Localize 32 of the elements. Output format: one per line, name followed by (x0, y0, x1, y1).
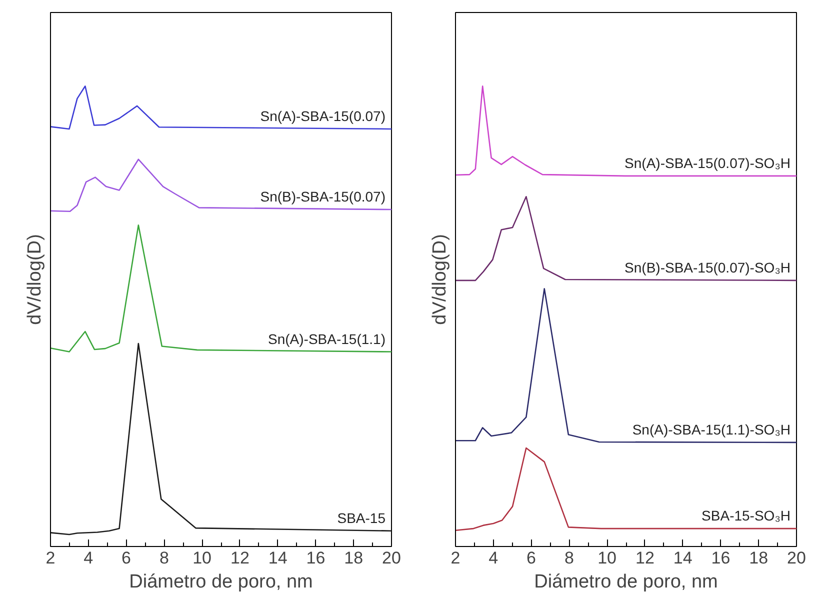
series-label: Sn(B)-SBA-15(0.07)-SO₃H (624, 259, 791, 276)
x-tick-label: 16 (306, 548, 326, 568)
series-label: Sn(A)-SBA-15(1.1) (268, 330, 386, 347)
x-tick-label: 10 (598, 548, 617, 568)
x-tick-label: 8 (564, 548, 574, 568)
x-tick-label: 2 (450, 548, 460, 568)
series-label: Sn(B)-SBA-15(0.07) (260, 188, 386, 205)
series-label: Sn(A)-SBA-15(0.07)-SO₃H (624, 154, 791, 171)
x-tick-label: 18 (344, 548, 364, 568)
x-tick-label: 6 (526, 548, 536, 568)
series-label: Sn(A)-SBA-15(1.1)-SO₃H (632, 421, 791, 438)
x-tick-label: 4 (84, 548, 94, 568)
x-tick-label: 2 (46, 548, 56, 568)
x-axis-title: Diámetro de poro, nm (129, 572, 313, 592)
series-label: Sn(A)-SBA-15(0.07) (260, 108, 386, 124)
x-tick-label: 20 (382, 548, 401, 568)
x-tick-label: 14 (673, 548, 692, 568)
x-tick-label: 12 (635, 548, 654, 568)
x-tick-label: 6 (122, 548, 132, 568)
x-tick-label: 14 (268, 548, 288, 568)
y-axis-title: dV/dlog(D) (430, 234, 450, 325)
x-tick-label: 8 (159, 548, 169, 568)
x-tick-label: 20 (787, 548, 806, 568)
x-tick-label: 10 (192, 548, 212, 568)
x-tick-label: 4 (488, 548, 498, 568)
series-label: SBA-15-SO₃H (702, 508, 791, 524)
series-label: SBA-15 (337, 510, 386, 526)
x-tick-label: 16 (711, 548, 730, 568)
y-axis-title: dV/dlog(D) (24, 234, 46, 325)
x-axis-title: Diámetro de poro, nm (534, 572, 718, 592)
x-tick-label: 18 (749, 548, 768, 568)
x-tick-label: 12 (230, 548, 250, 568)
